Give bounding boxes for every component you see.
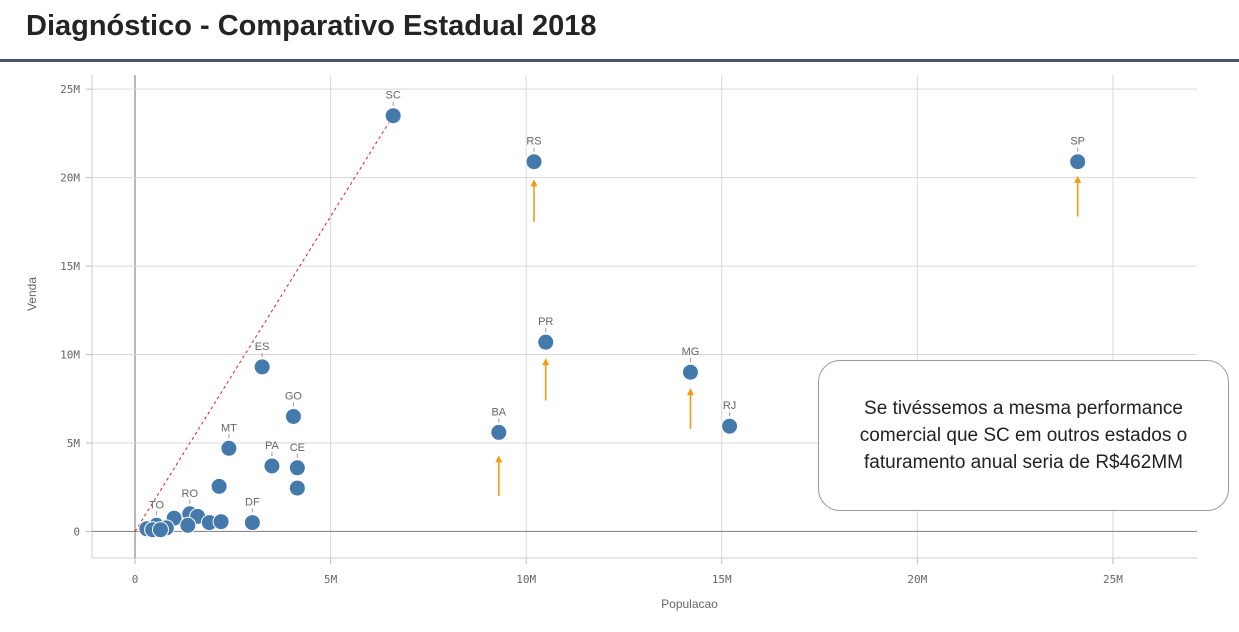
point-label: SC	[386, 90, 401, 102]
data-point	[212, 513, 230, 531]
data-point	[537, 333, 555, 351]
x-axis-title: Populacao	[661, 597, 718, 611]
arrow-head	[1074, 175, 1082, 183]
point-label: MG	[682, 346, 700, 358]
x-tick-label: 0	[132, 573, 139, 586]
point-label: DF	[245, 497, 260, 509]
point-label: ES	[255, 341, 270, 353]
data-point	[681, 363, 699, 381]
arrow-head	[686, 388, 694, 396]
page-title: Diagnóstico - Comparativo Estadual 2018	[26, 10, 597, 42]
x-tick-label: 15M	[712, 573, 732, 586]
data-point	[151, 521, 169, 539]
header-bar: Diagnóstico - Comparativo Estadual 2018	[0, 0, 1239, 62]
data-point	[243, 514, 261, 532]
point-label: RS	[526, 136, 541, 148]
data-point	[1069, 153, 1087, 171]
point-label: GO	[285, 390, 303, 402]
data-point	[179, 516, 197, 534]
y-axis-title: Venda	[25, 277, 39, 311]
x-tick-label: 25M	[1103, 573, 1123, 586]
y-tick-label: 5M	[67, 437, 81, 450]
callout-text: Se tivéssemos a mesma performance comerc…	[859, 398, 1188, 473]
arrow-head	[542, 358, 550, 366]
point-label: CE	[290, 442, 305, 454]
y-tick-label: 10M	[60, 349, 80, 362]
point-label: TO	[149, 499, 165, 511]
data-point	[384, 107, 402, 125]
point-label: PR	[538, 316, 553, 328]
data-point	[253, 358, 271, 376]
point-label: MT	[221, 422, 237, 434]
point-label: RO	[182, 488, 199, 500]
arrow-head	[495, 455, 503, 463]
point-label: BA	[491, 406, 506, 418]
data-point	[284, 407, 302, 425]
y-tick-label: 20M	[60, 172, 80, 185]
data-point	[525, 153, 543, 171]
data-point	[210, 477, 228, 495]
y-tick-label: 25M	[60, 83, 80, 96]
x-tick-label: 10M	[516, 573, 536, 586]
y-tick-label: 15M	[60, 260, 80, 273]
data-point	[220, 439, 238, 457]
x-tick-label: 20M	[907, 573, 927, 586]
y-tick-label: 0	[73, 525, 80, 538]
arrow-head	[530, 179, 538, 187]
x-tick-label: 5M	[324, 573, 338, 586]
point-label: SP	[1070, 136, 1085, 148]
data-point	[288, 479, 306, 497]
data-point	[263, 457, 281, 475]
data-point	[288, 459, 306, 477]
point-label: RJ	[723, 400, 736, 412]
insight-callout: Se tivéssemos a mesma performance comerc…	[818, 360, 1229, 511]
data-point	[490, 423, 508, 441]
point-label: PA	[265, 440, 280, 452]
data-point	[721, 417, 739, 435]
